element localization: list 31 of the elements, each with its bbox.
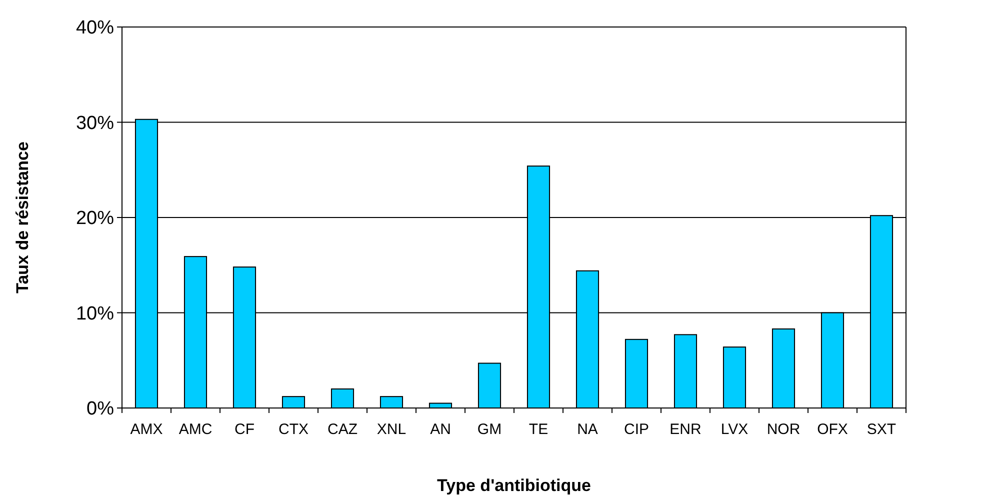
y-tick-label: 20% (76, 208, 114, 230)
y-tick-label: 40% (76, 18, 114, 39)
x-tick-label: GM (477, 421, 502, 438)
x-tick-label: AMX (130, 421, 163, 438)
y-tick-label: 30% (76, 112, 114, 134)
x-tick-label: ENR (670, 421, 702, 438)
x-tick-label: CIP (624, 421, 650, 438)
bar (478, 362, 502, 408)
y-tick-label: 0% (86, 398, 114, 420)
bar (624, 338, 648, 408)
bar (282, 396, 306, 408)
bar (772, 328, 796, 408)
x-tick-label: TE (528, 421, 548, 438)
x-tick-label: CAZ (328, 421, 358, 438)
x-tick-label: OFX (817, 421, 848, 438)
x-tick-label: LVX (720, 421, 748, 438)
x-tick-label: SXT (866, 421, 896, 438)
x-tick-label: AMC (178, 421, 212, 438)
bar (380, 396, 404, 408)
x-axis-title: Type d'antibiotique (437, 476, 591, 495)
x-tick-label: NOR (766, 421, 800, 438)
bar (722, 346, 746, 408)
bar (330, 388, 354, 408)
y-tick-label: 10% (76, 303, 114, 324)
y-axis-title: Taux de résistance (13, 142, 32, 294)
x-tick-label: CF (234, 421, 254, 438)
x-tick-label: CTX (278, 421, 308, 438)
x-tick-label: XNL (376, 421, 406, 438)
x-tick-label: NA (577, 421, 598, 438)
x-tick-label: AN (430, 421, 451, 438)
bar (674, 334, 698, 408)
